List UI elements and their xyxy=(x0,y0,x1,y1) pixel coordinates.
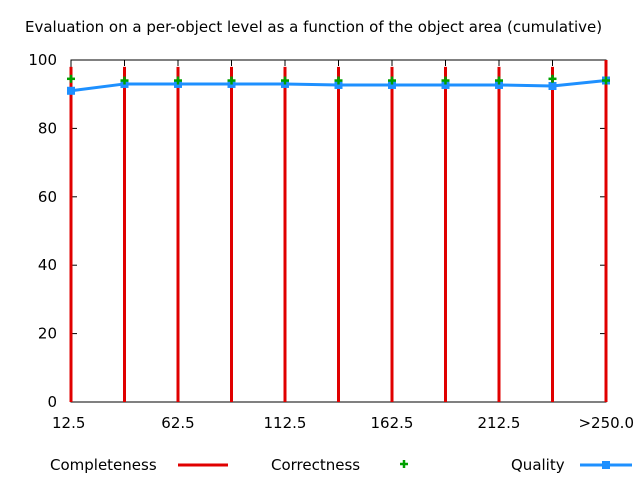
chart-title: Evaluation on a per-object level as a fu… xyxy=(25,18,602,36)
quality-point xyxy=(548,81,557,90)
legend-label-correctness: Correctness xyxy=(271,456,360,474)
series-correctness xyxy=(67,74,610,85)
correctness-point xyxy=(281,76,289,85)
x-tick-label: >250.0 xyxy=(578,414,634,432)
x-tick-label: 162.5 xyxy=(371,414,414,432)
y-tick-label: 0 xyxy=(47,393,57,411)
y-tick-label: 20 xyxy=(38,325,57,343)
correctness-point xyxy=(334,76,343,85)
legend-label-quality: Quality xyxy=(511,456,565,474)
y-tick-label: 80 xyxy=(38,119,57,137)
correctness-point xyxy=(67,74,75,83)
correctness-point xyxy=(602,76,610,85)
legend-swatch-quality xyxy=(580,461,632,469)
x-tick-label: 12.5 xyxy=(52,414,85,432)
correctness-point xyxy=(441,76,450,85)
y-tick-label: 60 xyxy=(38,188,57,206)
x-tick-label: 112.5 xyxy=(264,414,307,432)
correctness-point xyxy=(120,76,129,85)
x-axis: 12.5 62.5 112.5 162.5 212.5 >250.0 xyxy=(52,60,634,432)
quality-point xyxy=(495,80,503,89)
correctness-point xyxy=(227,76,236,85)
legend-label-completeness: Completeness xyxy=(50,456,157,474)
series-completeness xyxy=(69,60,608,402)
quality-point xyxy=(334,80,343,89)
y-axis: 0 20 40 60 80 100 xyxy=(28,51,606,411)
x-tick-label: 62.5 xyxy=(161,414,194,432)
legend: Completeness Correctness Quality xyxy=(50,456,632,474)
y-tick-label: 40 xyxy=(38,256,57,274)
correctness-point xyxy=(388,76,396,85)
y-tick-label: 100 xyxy=(28,51,57,69)
legend-swatch-correctness xyxy=(400,460,408,468)
quality-point xyxy=(441,80,450,89)
correctness-point xyxy=(495,76,503,85)
correctness-point xyxy=(548,74,557,83)
x-tick-label: 212.5 xyxy=(478,414,521,432)
quality-point xyxy=(67,86,75,95)
correctness-point xyxy=(174,76,182,85)
quality-point xyxy=(388,80,396,89)
